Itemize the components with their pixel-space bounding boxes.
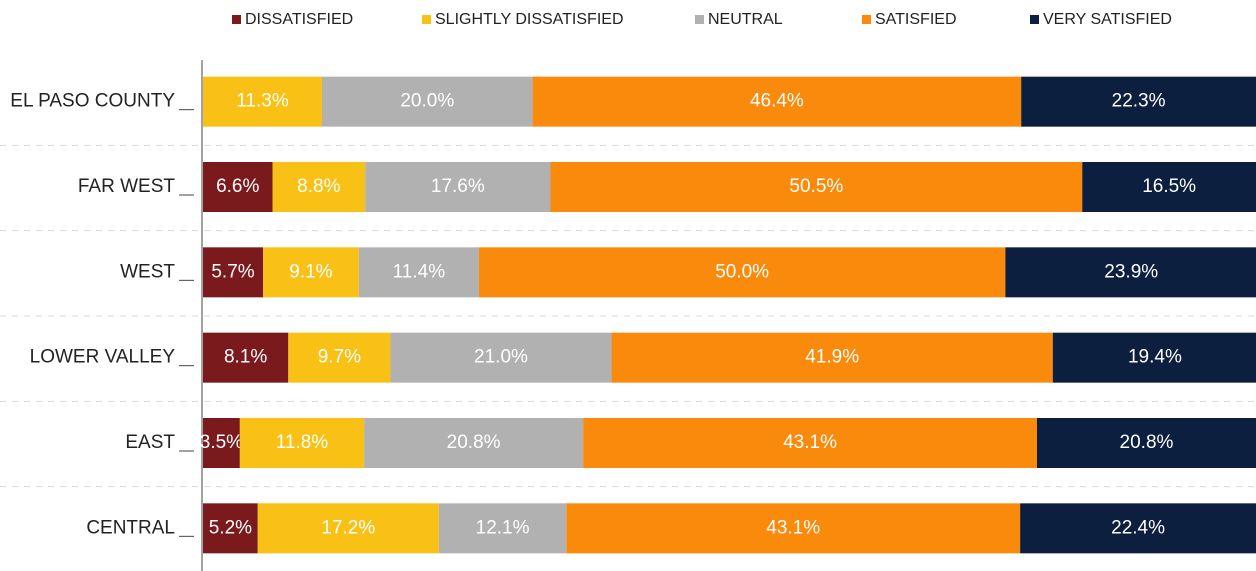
value-label: 11.4% [393, 261, 446, 282]
value-label: 21.0% [474, 347, 528, 368]
bar-segment [1036, 418, 1256, 468]
bar-segment [365, 162, 551, 212]
bar-segment [257, 503, 439, 554]
bar-segment [358, 247, 479, 298]
value-label: 19.4% [1128, 347, 1182, 368]
bar-segment [1005, 247, 1256, 298]
value-label: 41.9% [805, 347, 859, 368]
bar-segment [364, 418, 584, 468]
value-label: 16.5% [1142, 176, 1196, 197]
value-label: 50.0% [715, 261, 769, 282]
legend-swatch [1030, 15, 1039, 24]
legend-swatch [422, 15, 431, 24]
y-tick-label: CENTRAL [86, 517, 175, 538]
bar-segment [390, 332, 612, 383]
value-label: 9.1% [289, 261, 332, 282]
value-label: 22.3% [1112, 91, 1166, 112]
bar-segment [566, 503, 1021, 554]
bar-segment [1052, 332, 1256, 383]
legend-label: SATISFIED [875, 11, 957, 28]
value-label: 20.8% [1120, 432, 1174, 453]
value-label: 8.8% [297, 176, 340, 197]
value-label: 9.7% [318, 347, 361, 368]
value-label: 17.6% [431, 176, 485, 197]
value-label: 50.5% [789, 176, 843, 197]
legend-label: SLIGHTLY DISSATISFIED [435, 11, 624, 28]
value-label: 20.8% [447, 432, 501, 453]
bar-segment [203, 332, 289, 383]
y-tick-label: EL PASO COUNTY [10, 91, 175, 112]
value-label: 5.7% [211, 261, 254, 282]
value-label: 11.3% [236, 91, 289, 112]
bar-segment [1082, 162, 1256, 212]
value-label: 8.1% [224, 347, 267, 368]
value-label: 22.4% [1111, 517, 1165, 538]
bar-segment [203, 503, 258, 554]
value-label: 6.6% [216, 176, 259, 197]
value-label: 43.1% [766, 517, 820, 538]
bar-segment [321, 76, 533, 127]
bar-segment [438, 503, 567, 554]
y-tick-label: WEST [120, 261, 175, 282]
value-label: 43.1% [783, 432, 837, 453]
value-label: 3.5% [200, 432, 243, 453]
bar-segment [1021, 76, 1256, 127]
legend-label: NEUTRAL [708, 11, 783, 28]
bar-segment [203, 76, 322, 127]
legend-label: VERY SATISFIED [1043, 11, 1172, 28]
legend-swatch [695, 15, 704, 24]
bar-segment [583, 418, 1037, 468]
value-label: 12.1% [476, 517, 530, 538]
value-label: 11.8% [276, 432, 329, 453]
bar-segment [478, 247, 1006, 298]
y-tick-label: LOWER VALLEY [30, 347, 176, 368]
value-label: 20.0% [400, 91, 454, 112]
legend-swatch [862, 15, 871, 24]
bar-segment [203, 418, 240, 468]
value-label: 5.2% [209, 517, 252, 538]
value-label: 17.2% [321, 517, 375, 538]
bar-segment [263, 247, 359, 298]
bar-segment [532, 76, 1022, 127]
legend-label: DISSATISFIED [245, 11, 353, 28]
y-tick-label: EAST [125, 432, 175, 453]
bar-segment [288, 332, 391, 383]
bar-segment [1020, 503, 1256, 554]
bar-segment [203, 162, 273, 212]
y-tick-label: FAR WEST [78, 176, 176, 197]
bar-segment [239, 418, 365, 468]
legend-swatch [232, 15, 241, 24]
bar-segment [550, 162, 1083, 212]
bar-segment [272, 162, 366, 212]
value-label: 23.9% [1104, 261, 1158, 282]
value-label: 46.4% [750, 91, 804, 112]
bar-segment [611, 332, 1053, 383]
bar-segment [203, 247, 264, 298]
